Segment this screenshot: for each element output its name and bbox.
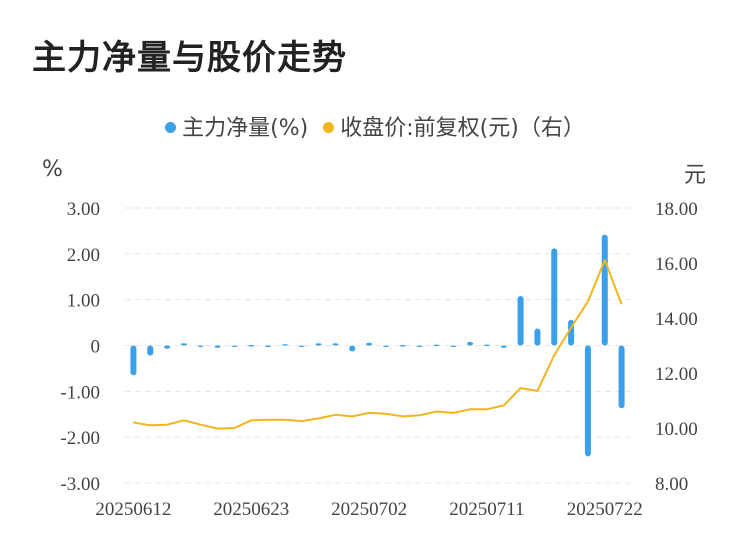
bar-layer: [130, 234, 625, 457]
legend-dot-price: [323, 121, 335, 133]
legend-label-net: 主力净量(%): [182, 116, 309, 141]
bar: [130, 345, 137, 376]
y-left-tick-label: 2.00: [67, 245, 100, 266]
bar: [349, 345, 356, 352]
x-tick-label: 20250711: [449, 499, 524, 520]
y-right-tick-label: 10.00: [655, 419, 698, 440]
bar: [500, 345, 507, 348]
bar: [433, 344, 440, 347]
bar: [332, 343, 339, 346]
bar: [315, 343, 322, 346]
bar: [450, 345, 457, 347]
bar: [214, 345, 221, 348]
y-left-tick-label: 3.00: [67, 199, 100, 220]
y-right-tick-label: 18.00: [655, 199, 698, 220]
bar: [467, 341, 474, 346]
left-axis-unit: %: [42, 157, 63, 182]
y-right-tick-label: 14.00: [655, 309, 698, 330]
y-left-tick-label: -3.00: [60, 474, 100, 495]
bar: [366, 342, 373, 346]
legend-label-price: 收盘价:前复权(元)（右）: [340, 116, 585, 141]
y-right-tick-label: 16.00: [655, 254, 698, 275]
grid-layer: [125, 207, 630, 484]
bar: [551, 248, 558, 346]
bar: [298, 345, 305, 347]
y-left-tick-label: -2.00: [60, 428, 100, 449]
bar: [281, 344, 288, 346]
bar: [601, 234, 608, 346]
bar: [483, 344, 490, 347]
bar: [517, 296, 524, 346]
x-tick-label: 20250623: [213, 499, 289, 520]
y-left-tick-label: 0: [91, 337, 101, 358]
bar: [231, 345, 238, 347]
y-right-tick-label: 8.00: [655, 474, 688, 495]
right-axis-unit: 元: [684, 163, 707, 188]
bar: [180, 343, 187, 346]
bar: [584, 345, 591, 457]
bar: [416, 345, 423, 347]
y-left-tick-label: -1.00: [60, 382, 100, 403]
price-line: [133, 259, 623, 430]
bar: [248, 345, 255, 347]
chart-title: 主力净量与股价走势: [32, 38, 347, 78]
x-tick-label: 20250612: [95, 499, 171, 520]
bar: [382, 345, 389, 347]
y-right-tick-label: 12.00: [655, 364, 698, 385]
x-tick-label: 20250722: [567, 499, 643, 520]
bar: [147, 345, 154, 356]
legend-dot-net: [165, 121, 177, 133]
y-left-tick-label: 1.00: [67, 291, 100, 312]
x-tick-label: 20250702: [331, 499, 407, 520]
axis-layer: 3.00 2.00 1.00 0 -1.00 -2.00 -3.00 18.00 16.00 14…: [60, 199, 697, 520]
bar: [399, 345, 406, 347]
line-layer: [133, 259, 623, 430]
legend-item-net[interactable]: 主力净量(%): [165, 110, 308, 142]
bar: [534, 328, 541, 346]
legend: 主力净量(%) 收盘价:前复权(元)（右）: [0, 110, 750, 142]
bar: [164, 345, 171, 349]
legend-item-price[interactable]: 收盘价:前复权(元)（右）: [323, 110, 585, 142]
bar: [618, 345, 625, 409]
bar: [265, 345, 272, 347]
bar: [197, 345, 204, 347]
